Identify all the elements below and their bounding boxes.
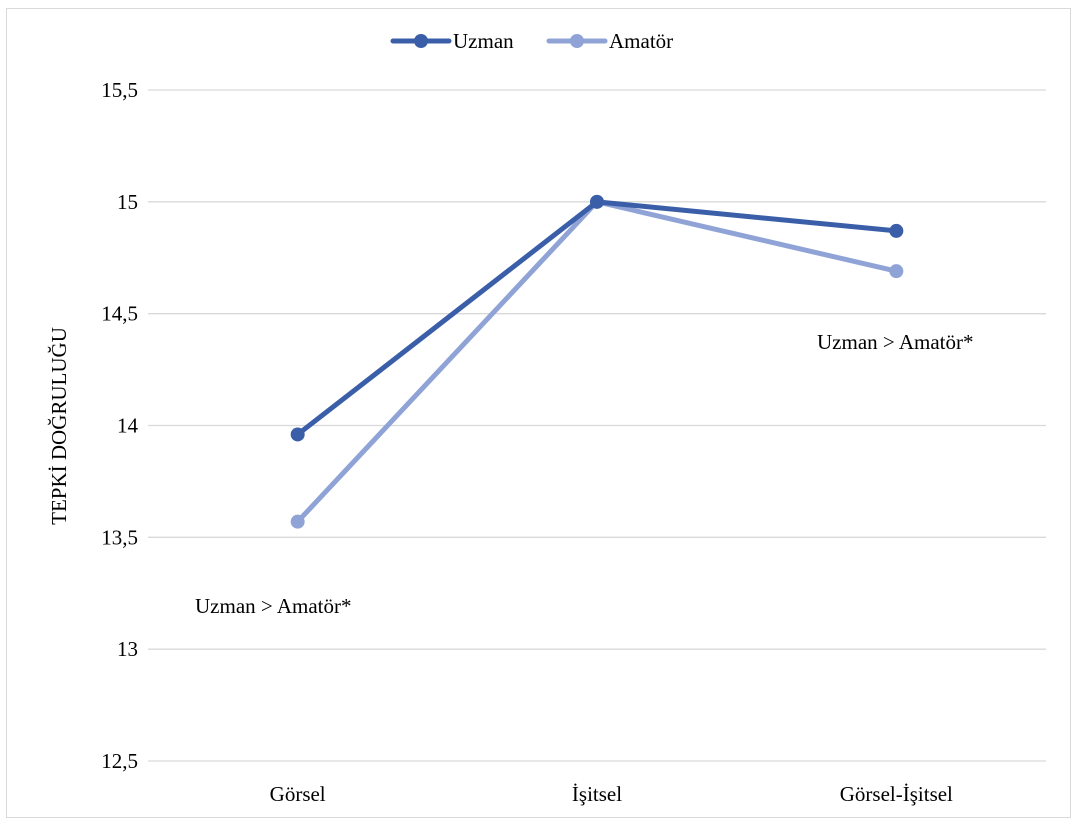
y-tick-labels: 12,5 13 13,5 14 14,5 15 15,5	[101, 78, 138, 773]
data-point	[889, 264, 904, 279]
legend-marker	[570, 34, 584, 48]
data-point	[290, 427, 305, 442]
y-tick-label: 15,5	[101, 78, 138, 102]
annotations: Uzman > Amatör* Uzman > Amatör*	[195, 330, 973, 618]
y-tick-label: 15	[117, 190, 138, 214]
series-line-uzman	[295, 199, 899, 437]
x-tick-label: İşitsel	[572, 782, 622, 806]
data-point	[590, 194, 604, 209]
legend: Uzman Amatör	[390, 29, 673, 53]
annotation-label: Uzman > Amatör*	[195, 594, 351, 618]
y-tick-label: 14,5	[101, 302, 138, 326]
gridlines	[148, 89, 1046, 762]
y-tick-label: 12,5	[101, 749, 138, 773]
legend-label: Amatör	[609, 29, 673, 53]
y-tick-label: 13	[117, 637, 138, 661]
x-tick-label: Görsel-İşitsel	[840, 782, 953, 806]
y-axis-label: TEPKİ DOĞRULUĞU	[47, 327, 71, 525]
data-point	[889, 223, 904, 238]
series-lines	[290, 194, 904, 529]
legend-label: Uzman	[453, 29, 514, 53]
data-point	[290, 514, 305, 529]
legend-marker	[414, 34, 428, 48]
chart-frame	[6, 8, 1071, 818]
y-tick-label: 14	[117, 414, 139, 438]
x-tick-labels: Görsel İşitsel Görsel-İşitsel	[270, 782, 953, 806]
x-tick-label: Görsel	[270, 782, 326, 806]
y-tick-label: 13,5	[101, 525, 138, 549]
annotation-label: Uzman > Amatör*	[817, 330, 973, 354]
